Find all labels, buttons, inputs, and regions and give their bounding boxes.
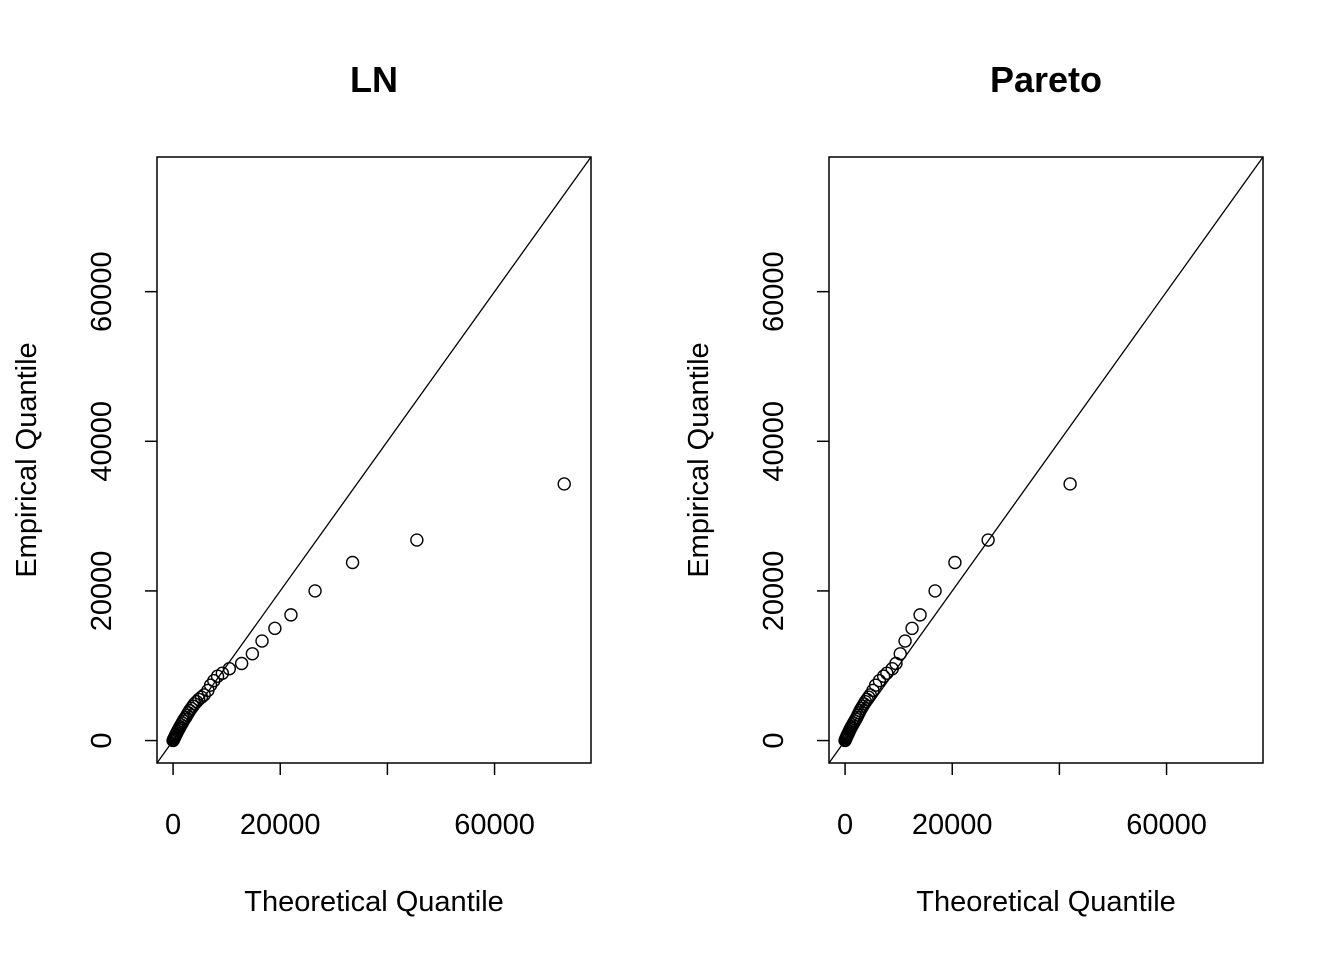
ln-data-point bbox=[268, 621, 282, 636]
pareto-data-point bbox=[876, 669, 891, 683]
ln-data-point bbox=[255, 634, 269, 648]
ln-x-tick-label: 60000 bbox=[454, 809, 535, 841]
ln-reference-line bbox=[156, 156, 592, 764]
ln-data-point bbox=[215, 666, 230, 680]
pareto-y-tick-label: 0 bbox=[758, 732, 790, 748]
pareto-data-point bbox=[1063, 477, 1077, 491]
pareto-x-tick-label: 0 bbox=[837, 809, 853, 841]
pareto-y-tick-label: 60000 bbox=[758, 251, 790, 332]
ln-data-point bbox=[308, 584, 322, 598]
pareto-data-point bbox=[868, 678, 883, 692]
pareto-qq-panel: Pareto Theoretical Quantile Empirical Qu… bbox=[683, 59, 1264, 918]
ln-qq-panel: LN Theoretical Quantile Empirical Quanti… bbox=[11, 59, 592, 918]
pareto-data-point bbox=[981, 533, 995, 547]
ln-data-point bbox=[234, 656, 249, 671]
ln-data-point bbox=[182, 703, 197, 718]
ln-data-point bbox=[197, 688, 211, 702]
pareto-x-tick-label: 60000 bbox=[1126, 809, 1207, 841]
ln-data-point bbox=[245, 647, 260, 661]
ln-data-point bbox=[207, 674, 221, 688]
ln-data-point bbox=[222, 662, 237, 676]
pareto-panel-title: Pareto bbox=[990, 59, 1102, 100]
ln-points bbox=[166, 477, 571, 748]
ln-data-point bbox=[345, 555, 360, 570]
pareto-data-point bbox=[913, 608, 927, 622]
pareto-data-point bbox=[893, 647, 907, 661]
ln-x-tick-label: 20000 bbox=[240, 809, 321, 841]
ln-x-axis: 0 20000 60000 bbox=[165, 763, 535, 841]
pareto-y-tick-label: 20000 bbox=[758, 551, 790, 632]
pareto-reference-line bbox=[828, 156, 1264, 764]
ln-y-tick-label: 60000 bbox=[86, 251, 118, 332]
pareto-x-tick-label: 20000 bbox=[912, 809, 993, 841]
pareto-x-axis-label: Theoretical Quantile bbox=[916, 886, 1176, 918]
ln-data-point bbox=[557, 477, 571, 491]
pareto-plot-frame bbox=[828, 156, 1264, 764]
ln-y-axis: 0 20000 40000 60000 bbox=[86, 251, 157, 749]
ln-data-point bbox=[410, 533, 424, 547]
pareto-data-point bbox=[872, 674, 887, 688]
ln-reference-line-group bbox=[156, 156, 592, 764]
ln-y-tick-label: 20000 bbox=[86, 551, 118, 632]
pareto-data-point bbox=[898, 634, 912, 648]
pareto-data-point bbox=[928, 584, 942, 598]
pareto-points bbox=[838, 477, 1077, 748]
ln-x-tick-label: 0 bbox=[165, 809, 181, 841]
ln-plot-frame bbox=[156, 156, 592, 764]
ln-y-tick-label: 40000 bbox=[86, 401, 118, 482]
pareto-x-axis: 0 20000 60000 bbox=[837, 763, 1207, 841]
pareto-data-point bbox=[858, 694, 873, 709]
ln-y-tick-label: 0 bbox=[86, 732, 118, 748]
ln-data-point bbox=[189, 694, 204, 709]
pareto-reference-line-group bbox=[828, 156, 1264, 764]
ln-panel-title: LN bbox=[350, 59, 398, 100]
ln-x-axis-label: Theoretical Quantile bbox=[244, 886, 504, 918]
pareto-data-point bbox=[905, 621, 919, 636]
ln-y-axis-label: Empirical Quantile bbox=[11, 342, 43, 577]
ln-data-point bbox=[203, 678, 218, 692]
pareto-data-point bbox=[948, 555, 962, 570]
pareto-data-point bbox=[861, 690, 876, 704]
pareto-y-axis: 0 20000 40000 60000 bbox=[758, 251, 829, 749]
pareto-y-tick-label: 40000 bbox=[758, 401, 790, 482]
pareto-y-axis-label: Empirical Quantile bbox=[683, 342, 715, 577]
ln-data-point bbox=[284, 608, 298, 622]
ln-data-point bbox=[187, 697, 202, 711]
